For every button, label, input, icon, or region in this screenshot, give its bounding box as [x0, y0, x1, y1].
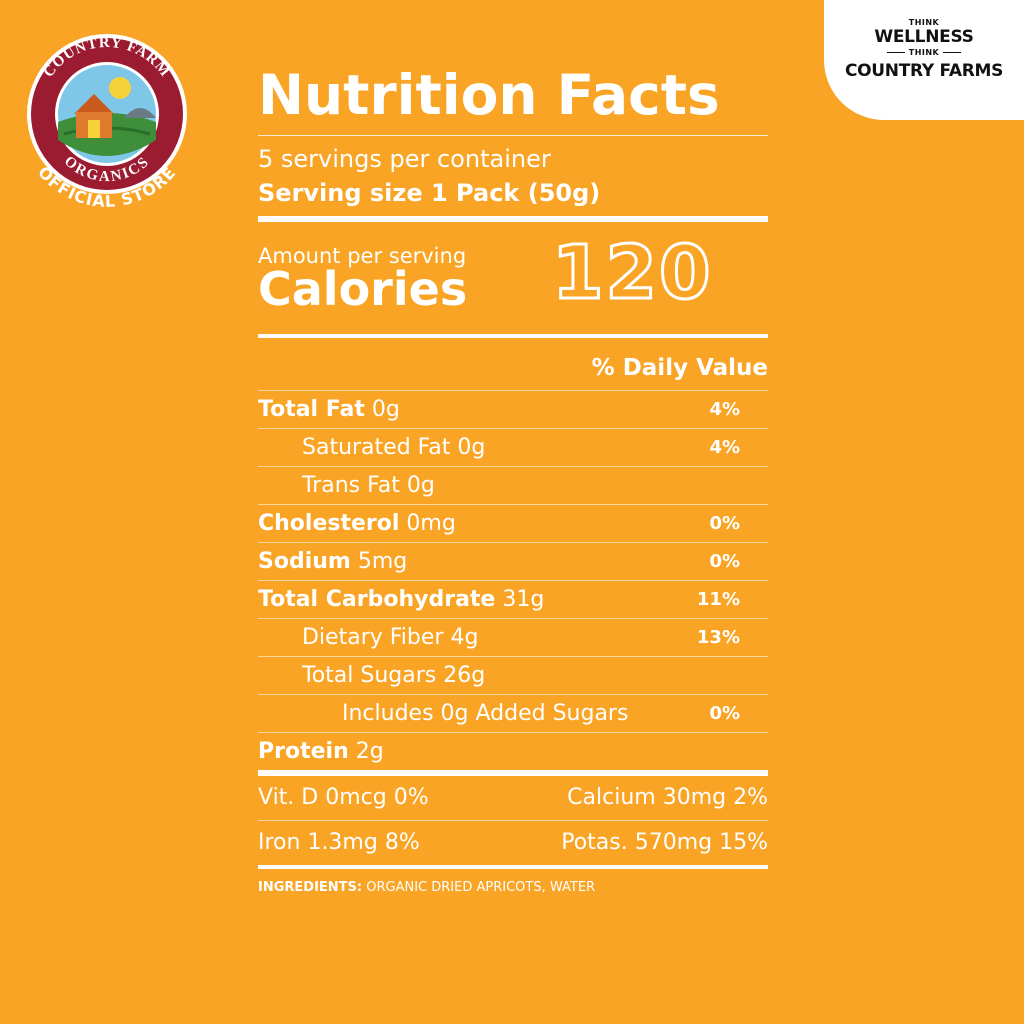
vitamin-d: Vit. D 0mcg 0%	[258, 785, 429, 810]
potassium: Potas. 570mg 15%	[561, 830, 768, 855]
nutrient-row-added-sugars: Includes 0g Added Sugars 0%	[258, 694, 768, 732]
nutrient-row-trans-fat: Trans Fat 0g	[258, 466, 768, 504]
nutrition-facts-label: Nutrition Facts 5 servings per container…	[258, 55, 768, 901]
amount-per-serving: Amount per serving	[258, 244, 467, 268]
calories-block: Amount per serving Calories 120	[258, 222, 768, 334]
nutrient-row-total-fat: Total Fat 0g 4%	[258, 390, 768, 428]
daily-value-header: % Daily Value	[591, 355, 768, 381]
tag-line-1: THINK	[908, 18, 940, 27]
ingredients-label: INGREDIENTS:	[258, 880, 363, 895]
calories-value: 120	[550, 229, 713, 318]
nutrient-row-dietary-fiber: Dietary Fiber 4g 13%	[258, 618, 768, 656]
nutrient-row-cholesterol: Cholesterol 0mg 0%	[258, 504, 768, 542]
tag-line-2: WELLNESS	[874, 27, 974, 47]
title-divider	[258, 135, 768, 136]
nutrient-row-sodium: Sodium 5mg 0%	[258, 542, 768, 580]
iron: Iron 1.3mg 8%	[258, 830, 420, 855]
vitamin-divider	[258, 820, 768, 821]
tag-line-4: COUNTRY FARMS	[844, 61, 1004, 81]
nutrient-row-protein: Protein 2g	[258, 732, 768, 770]
vitamin-row-2: Iron 1.3mg 8% Potas. 570mg 15%	[258, 821, 768, 865]
servings-per-container: 5 servings per container	[258, 145, 551, 173]
barn-icon	[74, 94, 114, 138]
country-farm-organics-logo: COUNTRY FARM ORGANICS OFFICIAL STORE	[27, 34, 187, 211]
vitamin-bottom-divider	[258, 865, 768, 869]
calcium: Calcium 30mg 2%	[567, 785, 768, 810]
label-title: Nutrition Facts	[258, 63, 720, 127]
calories-label: Calories	[258, 262, 468, 316]
calories-divider	[258, 334, 768, 338]
ingredients: INGREDIENTS: ORGANIC DRIED APRICOTS, WAT…	[258, 875, 768, 901]
vitamin-row-1: Vit. D 0mcg 0% Calcium 30mg 2%	[258, 776, 768, 820]
sun-icon	[109, 77, 131, 99]
serving-size: Serving size 1 Pack (50g)	[258, 179, 601, 207]
nutrient-row-total-carbohydrate: Total Carbohydrate 31g 11%	[258, 580, 768, 618]
nutrient-row-saturated-fat: Saturated Fat 0g 4%	[258, 428, 768, 466]
protein-divider	[258, 770, 768, 776]
think-wellness-tag: THINK WELLNESS THINK COUNTRY FARMS	[824, 0, 1024, 120]
serving-divider	[258, 216, 768, 222]
nutrient-row-total-sugars: Total Sugars 26g	[258, 656, 768, 694]
tag-line-3: THINK	[824, 48, 1024, 57]
ingredients-text: ORGANIC DRIED APRICOTS, WATER	[366, 880, 596, 895]
